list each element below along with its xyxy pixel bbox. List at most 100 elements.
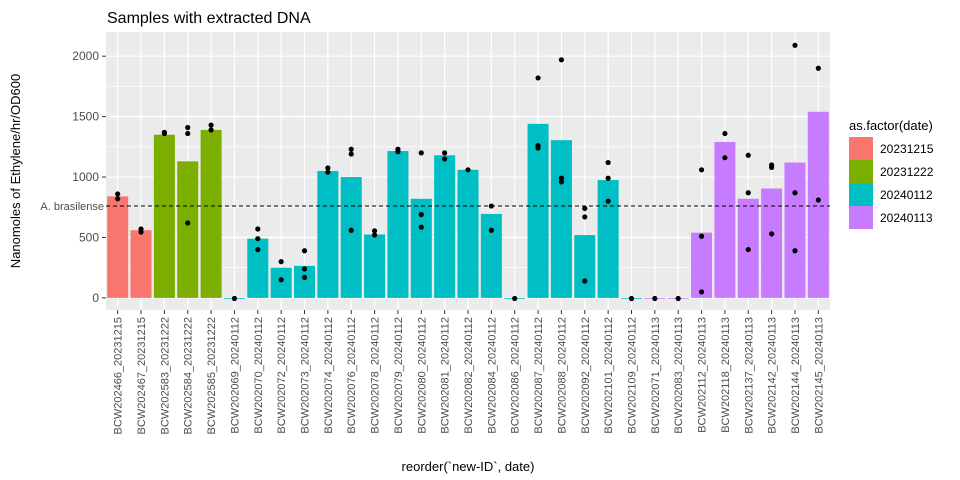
legend-items: 20231215 20231222 20240112 20240113: [849, 137, 934, 229]
bar: [714, 141, 736, 298]
bar: [200, 129, 222, 298]
bar: [480, 213, 502, 298]
bar: [294, 265, 316, 298]
data-point: [582, 278, 588, 284]
data-point: [255, 226, 261, 232]
data-point: [348, 146, 354, 152]
data-point: [652, 295, 658, 302]
x-tick-label: BCW202467_20231215: [136, 317, 148, 434]
x-tick-label: BCW202079_20240112: [393, 317, 405, 434]
data-point: [395, 146, 401, 152]
bar: [107, 196, 129, 298]
data-point: [698, 289, 705, 295]
data-point: [815, 65, 821, 71]
data-point: [208, 122, 214, 128]
x-tick-label: BCW202087_20240112: [533, 317, 545, 434]
bar: [527, 123, 549, 298]
reference-line-label: A. brasilense: [40, 201, 104, 213]
data-point: [558, 57, 565, 63]
x-tick-label: BCW202137_20240113: [743, 317, 755, 434]
legend-title: as.factor(date): [849, 118, 933, 133]
data-point: [698, 167, 705, 173]
data-point: [138, 226, 144, 232]
data-point: [371, 228, 378, 234]
data-point: [325, 165, 331, 171]
legend: as.factor(date) 20231215 20231222 20240112…: [849, 118, 934, 229]
data-point: [418, 211, 424, 218]
x-tick-label: BCW202078_20240112: [370, 317, 382, 434]
x-tick-label: BCW202076_20240112: [346, 317, 358, 434]
data-point: [605, 159, 611, 166]
legend-label: 20240113: [880, 211, 933, 225]
data-point: [605, 198, 611, 204]
y-tick-label: 1000: [72, 170, 99, 184]
x-axis: BCW202466_20231215 BCW202467_20231215 BCW2…: [113, 310, 825, 434]
x-tick-label: BCW202070_20240112: [253, 317, 265, 434]
x-tick-label: BCW202109_20240112: [626, 317, 638, 434]
x-tick-label: BCW202101_20240112: [603, 317, 615, 434]
x-tick-label: BCW202084_20240112: [486, 317, 498, 434]
bar: [247, 238, 269, 298]
x-tick-label: BCW202585_20231222: [206, 317, 218, 434]
data-point: [535, 143, 541, 149]
legend-swatch: [849, 206, 873, 229]
bars-layer: [107, 111, 829, 299]
data-point: [348, 151, 354, 157]
x-tick-label: BCW202112_20240113: [697, 317, 709, 433]
data-point: [348, 227, 354, 233]
data-point: [745, 246, 751, 253]
legend-label: 20240112: [880, 188, 933, 202]
data-point: [278, 277, 284, 283]
data-point: [535, 75, 541, 81]
legend-label: 20231215: [880, 142, 934, 156]
data-point: [815, 197, 821, 203]
legend-swatch: [849, 183, 873, 206]
x-tick-label: BCW202145_20240113: [813, 317, 825, 434]
bar: [410, 198, 432, 298]
y-axis: 0 500 1000 1500 2000: [72, 49, 106, 305]
data-point: [769, 231, 775, 237]
y-axis-title: Nanomoles of Ethylene/hr/OD600: [8, 74, 23, 268]
data-point: [488, 227, 494, 233]
x-tick-label: BCW202072_20240112: [276, 317, 288, 434]
data-point: [325, 169, 331, 175]
bar: [340, 177, 362, 298]
legend-label: 20231222: [880, 165, 934, 179]
data-point: [115, 191, 121, 197]
data-point: [769, 162, 775, 168]
data-point: [442, 150, 448, 156]
legend-swatch: [849, 137, 873, 160]
data-point: [558, 175, 565, 181]
x-tick-label: BCW202466_20231215: [113, 317, 125, 434]
x-tick-label: BCW202088_20240112: [556, 317, 568, 434]
x-tick-label: BCW202073_20240112: [300, 317, 312, 434]
data-point: [255, 236, 261, 242]
x-tick-label: BCW202142_20240113: [767, 317, 779, 434]
data-point: [675, 295, 681, 302]
x-tick-label: BCW202071_20240113: [650, 317, 662, 434]
data-point: [301, 266, 308, 272]
x-axis-title: reorder(`new-ID`, date): [402, 459, 535, 474]
bar: [177, 161, 199, 298]
data-point: [161, 129, 167, 135]
data-point: [512, 295, 518, 302]
data-point: [722, 130, 728, 137]
x-tick-label: BCW202583_20231222: [159, 317, 171, 434]
bar: [270, 267, 292, 298]
bar: [153, 134, 175, 298]
data-point: [185, 130, 191, 137]
data-point: [115, 196, 121, 202]
data-point: [722, 155, 728, 161]
data-point: [301, 274, 308, 280]
chart-title: Samples with extracted DNA: [107, 10, 311, 27]
data-point: [745, 152, 751, 158]
data-point: [208, 127, 214, 133]
data-point: [605, 175, 611, 181]
bar: [317, 171, 339, 298]
data-point: [792, 190, 798, 196]
y-tick-label: 2000: [72, 49, 99, 63]
data-point: [185, 124, 191, 131]
y-tick-label: 500: [79, 230, 99, 244]
data-point: [278, 259, 284, 265]
